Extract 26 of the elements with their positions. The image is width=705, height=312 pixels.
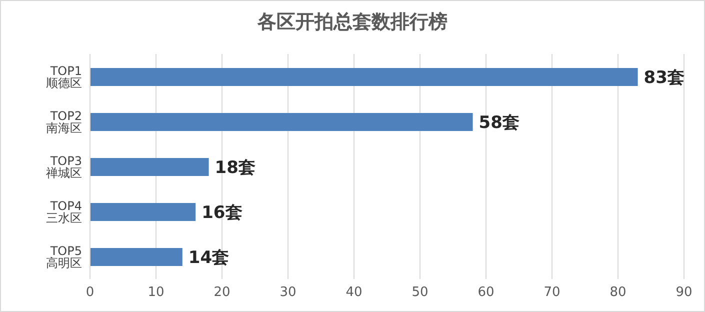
data-label: 58套 — [478, 113, 520, 134]
y-tick-label: TOP2 南海区 — [46, 108, 82, 135]
y-tick-label: TOP3 禅城区 — [46, 154, 82, 180]
x-tick-label: 10 — [148, 285, 164, 300]
bar — [90, 113, 473, 131]
bar — [90, 158, 209, 176]
x-tick-label: 60 — [478, 285, 494, 300]
chart-title: 各区开拍总套数排行榜 — [256, 10, 448, 35]
data-label: 16套 — [202, 203, 242, 224]
x-tick-label: 90 — [676, 285, 692, 300]
x-tick-label: 70 — [544, 285, 560, 300]
bar — [90, 203, 196, 221]
x-tick-label: 0 — [86, 285, 94, 300]
x-tick-label: 20 — [214, 285, 230, 300]
bar — [90, 68, 638, 86]
data-label: 18套 — [214, 158, 256, 178]
bar — [90, 248, 182, 266]
y-tick-label: TOP5 高明区 — [46, 244, 82, 270]
x-tick-label: 50 — [412, 285, 428, 300]
data-label: 14套 — [188, 248, 230, 268]
data-label: 83套 — [644, 68, 684, 88]
x-tick-label: 80 — [610, 285, 626, 300]
y-tick-label: TOP1 顺德区 — [46, 64, 82, 90]
x-tick-label: 40 — [346, 285, 362, 300]
x-tick-label: 30 — [280, 285, 296, 300]
y-tick-label: TOP4 三水区 — [46, 198, 82, 225]
